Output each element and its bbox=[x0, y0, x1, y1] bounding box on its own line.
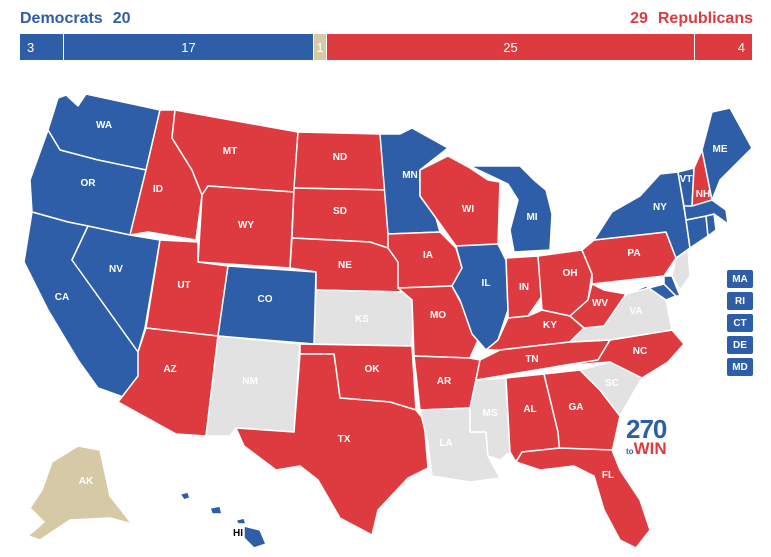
label-NH: NH bbox=[696, 189, 710, 200]
label-IN: IN bbox=[519, 282, 529, 293]
bar-segment-dem[interactable]: 17 bbox=[64, 34, 313, 60]
label-FL: FL bbox=[602, 470, 614, 481]
state-RI[interactable] bbox=[705, 213, 717, 237]
label-CO: CO bbox=[258, 294, 273, 305]
label-PA: PA bbox=[627, 248, 640, 259]
state-MD[interactable] bbox=[625, 283, 677, 301]
label-AL: AL bbox=[523, 404, 536, 415]
label-NC: NC bbox=[633, 346, 647, 357]
label-GA: GA bbox=[569, 402, 584, 413]
state-CO[interactable] bbox=[217, 265, 317, 345]
seat-bar: 3 17 1 25 4 bbox=[20, 34, 752, 60]
label-TN: TN bbox=[525, 354, 538, 365]
label-MN: MN bbox=[402, 170, 418, 181]
state-MA[interactable] bbox=[683, 199, 729, 225]
label-IA: IA bbox=[423, 250, 433, 261]
label-AR: AR bbox=[437, 376, 452, 387]
label-ME: ME bbox=[713, 144, 728, 155]
small-state-MA[interactable]: MA bbox=[727, 270, 753, 288]
label-CA: CA bbox=[55, 292, 69, 303]
bar-segment-tossup[interactable]: 1 bbox=[313, 34, 327, 60]
label-KY: KY bbox=[543, 320, 557, 331]
label-OR: OR bbox=[81, 178, 97, 189]
state-ME[interactable] bbox=[701, 107, 753, 201]
label-MI: MI bbox=[526, 212, 537, 223]
label-MT: MT bbox=[223, 146, 237, 157]
state-AK[interactable] bbox=[27, 445, 133, 541]
state-CT[interactable] bbox=[685, 215, 709, 249]
republicans-total: 29 Republicans bbox=[630, 10, 753, 27]
label-SC: SC bbox=[605, 378, 619, 389]
state-WY[interactable] bbox=[197, 185, 295, 269]
label-LA: LA bbox=[439, 438, 452, 449]
bar-segment-rep[interactable]: 25 bbox=[327, 34, 694, 60]
label-WA: WA bbox=[96, 120, 112, 131]
small-state-MD[interactable]: MD bbox=[727, 358, 753, 376]
label-HI: HI bbox=[233, 528, 243, 539]
label-NV: NV bbox=[109, 264, 123, 275]
state-WV[interactable] bbox=[569, 283, 627, 329]
label-KS: KS bbox=[355, 314, 369, 325]
270towin-logo: 270 toWIN bbox=[626, 414, 667, 458]
state-HI[interactable] bbox=[179, 491, 267, 549]
label-ID: ID bbox=[153, 184, 163, 195]
label-SD: SD bbox=[333, 206, 347, 217]
label-AK: AK bbox=[79, 476, 94, 487]
label-WV: WV bbox=[592, 298, 608, 309]
label-VT: VT bbox=[680, 174, 693, 185]
label-OK: OK bbox=[365, 364, 381, 375]
label-WY: WY bbox=[238, 220, 254, 231]
bar-segment-safe-dem[interactable]: 3 bbox=[20, 34, 64, 60]
state-WI[interactable] bbox=[419, 155, 501, 247]
label-NY: NY bbox=[653, 202, 667, 213]
header: Democrats 20 29 Republicans bbox=[20, 8, 753, 32]
small-state-CT[interactable]: CT bbox=[727, 314, 753, 332]
label-ND: ND bbox=[333, 152, 347, 163]
label-IL: IL bbox=[482, 278, 491, 289]
state-DE[interactable] bbox=[663, 275, 681, 297]
label-UT: UT bbox=[177, 280, 190, 291]
state-FL[interactable] bbox=[515, 447, 651, 549]
label-MS: MS bbox=[483, 408, 498, 419]
democrats-total: Democrats 20 bbox=[20, 10, 131, 27]
state-MI[interactable] bbox=[469, 165, 553, 253]
label-TX: TX bbox=[338, 434, 351, 445]
label-NE: NE bbox=[338, 260, 352, 271]
state-TX[interactable] bbox=[235, 353, 429, 536]
label-OH: OH bbox=[563, 268, 578, 279]
label-MO: MO bbox=[430, 310, 446, 321]
label-NM: NM bbox=[242, 376, 258, 387]
small-state-RI[interactable]: RI bbox=[727, 292, 753, 310]
label-WI: WI bbox=[462, 204, 474, 215]
bar-segment-safe-rep[interactable]: 4 bbox=[694, 34, 752, 60]
label-AZ: AZ bbox=[163, 364, 176, 375]
small-state-DE[interactable]: DE bbox=[727, 336, 753, 354]
state-NV[interactable] bbox=[71, 225, 161, 353]
label-VA: VA bbox=[629, 306, 642, 317]
